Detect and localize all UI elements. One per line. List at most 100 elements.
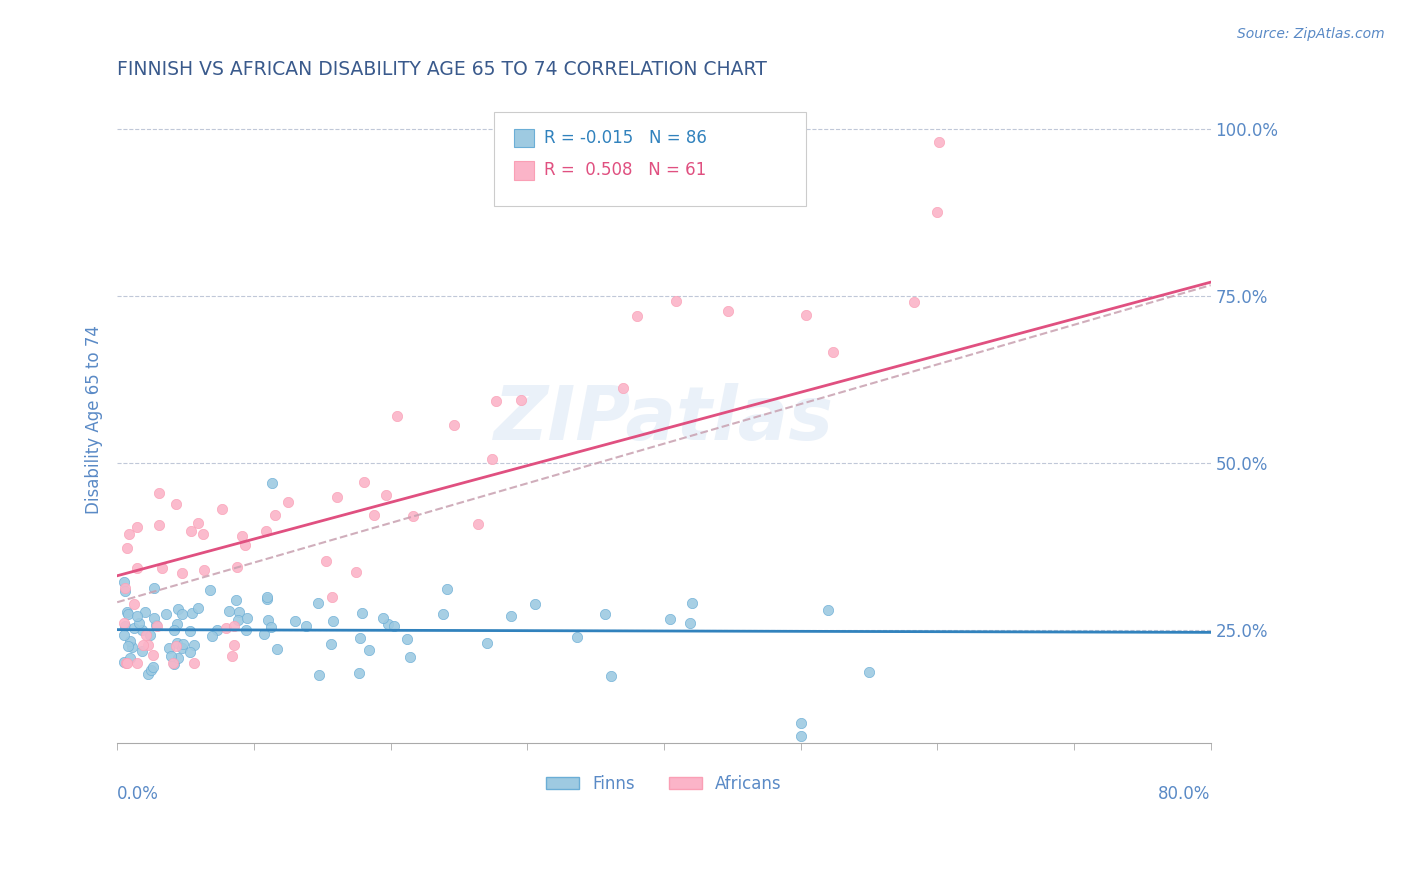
Point [789,716,811,731]
Point [167,651,190,665]
Point [136,666,159,681]
Point [256,592,278,607]
Point [122,621,145,635]
Point [236,611,259,625]
Point [254,524,277,538]
Point [179,645,201,659]
Text: Source: ZipAtlas.com: Source: ZipAtlas.com [1237,27,1385,41]
Point [377,617,399,632]
Point [187,516,209,530]
Point [211,502,233,516]
Point [927,205,949,219]
Point [163,657,186,672]
Point [264,508,287,523]
Point [165,640,187,654]
Point [262,475,284,490]
Text: R = -0.015   N = 86: R = -0.015 N = 86 [544,128,707,146]
Point [172,566,194,581]
Point [221,649,243,664]
Point [382,619,405,633]
Point [903,295,925,310]
Point [509,392,531,407]
Point [183,656,205,670]
Point [148,486,170,500]
Point [928,135,950,149]
Bar [515,129,534,147]
Text: ZIPatlas: ZIPatlas [494,383,834,456]
Point [112,628,135,642]
Point [145,618,167,632]
Point [127,656,149,670]
Point [112,656,135,670]
Point [145,618,167,632]
Point [794,308,817,322]
Point [201,629,224,643]
Point [114,656,136,670]
Point [124,597,146,611]
Point [817,603,839,617]
Point [235,623,257,637]
Point [155,607,177,622]
Point [349,631,371,645]
Point [659,612,682,626]
Point [136,638,159,652]
Point [681,596,703,610]
Point [524,598,547,612]
Point [789,729,811,743]
Point [399,649,422,664]
Point [114,581,136,595]
Point [118,526,141,541]
Point [350,607,373,621]
Point [127,520,149,534]
Point [193,563,215,577]
Point [665,293,688,308]
Point [179,624,201,638]
Point [142,648,165,662]
Point [266,642,288,657]
Point [321,637,343,651]
Point [344,565,367,579]
Point [395,632,418,647]
Point [679,616,702,631]
Text: FINNISH VS AFRICAN DISABILITY AGE 65 TO 74 CORRELATION CHART: FINNISH VS AFRICAN DISABILITY AGE 65 TO … [117,60,768,78]
Point [858,665,880,680]
Point [325,491,347,505]
Point [222,618,245,632]
Point [226,560,249,574]
Point [117,639,139,653]
Point [112,574,135,589]
Point [117,607,139,621]
Text: 0.0%: 0.0% [117,785,159,803]
Point [567,630,589,644]
Point [172,637,194,651]
Point [170,640,193,655]
Point [142,660,165,674]
Point [593,607,616,622]
Point [443,418,465,433]
Point [233,538,256,552]
Point [135,628,157,642]
Point [363,508,385,522]
Point [347,665,370,680]
Point [307,596,329,610]
Point [231,528,253,542]
Point [112,615,135,630]
Point [277,495,299,509]
Point [191,526,214,541]
Point [115,541,138,556]
Point [256,590,278,604]
Point [612,381,634,395]
FancyBboxPatch shape [495,112,806,205]
Point [166,636,188,650]
Point [148,517,170,532]
Point [114,584,136,599]
Point [139,628,162,642]
Point [295,619,318,633]
Point [322,614,344,628]
Point [165,497,187,511]
Point [321,590,343,604]
Text: 80.0%: 80.0% [1159,785,1211,803]
Point [359,643,381,657]
Point [160,648,183,663]
Point [170,607,193,621]
